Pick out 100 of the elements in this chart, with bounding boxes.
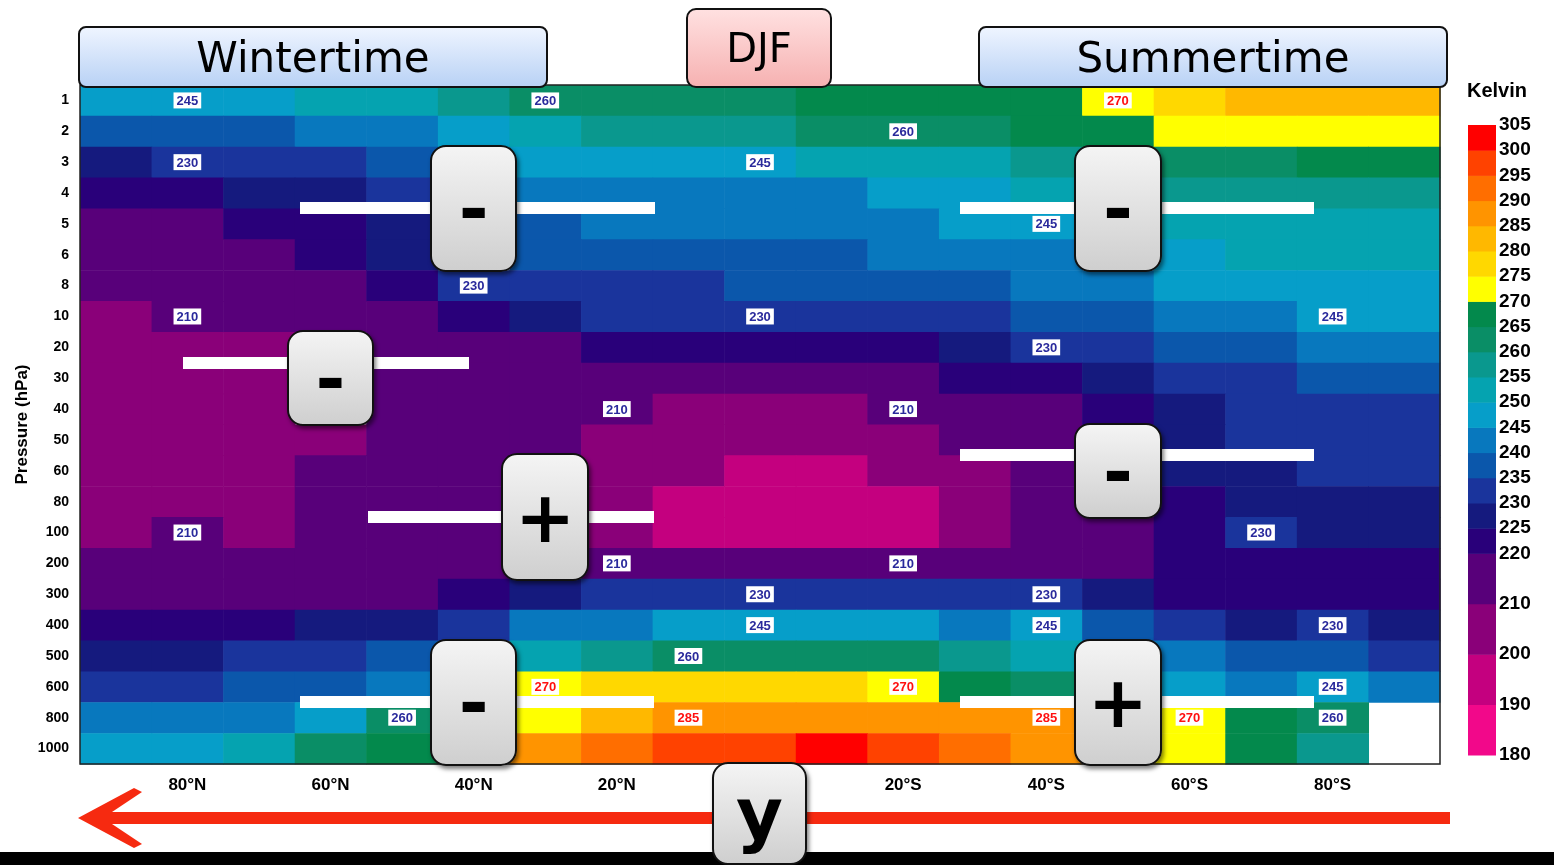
data-label: 285 — [1035, 710, 1058, 726]
data-label: 210 — [605, 401, 628, 417]
x-tick-label: 20°N — [597, 774, 636, 794]
color-bar-label: 240 — [1499, 440, 1531, 462]
data-label: 230 — [462, 278, 485, 294]
y-tick-label: 200 — [45, 554, 70, 571]
x-tick-label: 40°N — [454, 774, 493, 794]
x-tick-label: 80°N — [168, 774, 207, 794]
y-tick-label: 60 — [53, 461, 70, 478]
heading-box: Wintertime — [78, 26, 548, 88]
data-label: 260 — [677, 648, 700, 664]
heading-box: DJF — [686, 8, 832, 88]
color-bar-label: 190 — [1499, 692, 1531, 714]
y-tick-label: 400 — [45, 615, 70, 632]
color-bar-title: Kelvin — [1467, 78, 1528, 101]
y-tick-label: 30 — [53, 369, 70, 386]
color-bar-label: 200 — [1499, 642, 1531, 664]
color-bar-label: 295 — [1499, 163, 1532, 185]
data-label: 210 — [892, 401, 915, 417]
y-tick-label: 1 — [61, 91, 70, 108]
annotation: - — [458, 660, 489, 745]
data-label: 245 — [749, 154, 771, 170]
data-label: 245 — [1035, 617, 1058, 633]
x-tick-label: 60°N — [311, 774, 350, 794]
data-label: 285 — [677, 710, 700, 726]
color-bar-label: 235 — [1499, 466, 1532, 488]
data-label: 230 — [749, 309, 771, 325]
color-bar-label: 250 — [1499, 390, 1531, 412]
x-tick-label: 40°S — [1027, 774, 1065, 794]
data-label: 230 — [749, 586, 771, 602]
data-label: 230 — [1035, 339, 1058, 355]
data-label: 270 — [1107, 93, 1129, 109]
button-box: + — [1074, 638, 1162, 766]
y-tick-label: 600 — [45, 677, 70, 694]
color-bar-label: 230 — [1499, 491, 1531, 513]
color-bar-label: 260 — [1499, 340, 1531, 362]
y-tick-label: 5 — [61, 214, 70, 231]
annotation: - — [1102, 166, 1133, 251]
y-tick-label: 10 — [53, 307, 70, 324]
button-box: - — [429, 638, 518, 766]
data-label: 270 — [892, 679, 915, 695]
color-bar-label: 245 — [1499, 415, 1532, 437]
x-tick-label: 20°S — [884, 774, 922, 794]
y-tick-label: 800 — [45, 708, 70, 725]
y-tick-label: 500 — [45, 646, 70, 663]
color-bar-label: 285 — [1499, 214, 1532, 236]
color-bar-label: 270 — [1499, 289, 1531, 311]
color-bar-label: 220 — [1499, 541, 1531, 563]
button-box: - — [286, 329, 375, 427]
y-tick-label: 80 — [53, 492, 70, 509]
data-label: 260 — [1321, 710, 1344, 726]
button-box: - — [1074, 144, 1162, 273]
y-tick-label: 20 — [53, 338, 70, 355]
data-label: 245 — [1035, 216, 1058, 232]
y-tick-label: 300 — [45, 585, 70, 602]
color-bar-label: 255 — [1499, 365, 1532, 387]
annotation: - — [1102, 428, 1133, 513]
data-label: 260 — [534, 93, 557, 109]
data-label: 230 — [1035, 586, 1058, 602]
data-label: 270 — [1178, 710, 1201, 726]
y-tick-label: 50 — [53, 430, 70, 447]
color-bar-label: 225 — [1499, 516, 1532, 538]
button-box: + — [501, 453, 590, 581]
y-tick-label: 100 — [45, 523, 70, 540]
data-label: 245 — [1321, 309, 1344, 325]
data-label: 270 — [534, 679, 557, 695]
y-tick-label: 1000 — [37, 739, 70, 756]
data-label: 230 — [1321, 617, 1344, 633]
annotation: - — [315, 336, 346, 421]
data-label: 210 — [176, 309, 199, 325]
y-tick-label: 6 — [61, 245, 70, 262]
color-bar-label: 265 — [1499, 314, 1532, 336]
color-bar-label: 290 — [1499, 188, 1531, 210]
color-bar-label: 275 — [1499, 264, 1532, 286]
color-bar-label: 180 — [1499, 743, 1531, 765]
x-tick-label: 60°S — [1170, 774, 1208, 794]
button-box: - — [1074, 422, 1162, 520]
data-label: 230 — [1250, 525, 1272, 541]
y-tick-label: 40 — [53, 399, 70, 416]
annotation: + — [1087, 660, 1149, 745]
button-box: - — [429, 144, 518, 273]
annotation: - — [458, 166, 489, 251]
y-tick-label: 4 — [61, 183, 70, 200]
data-label: 245 — [749, 617, 771, 633]
data-label: 260 — [391, 710, 413, 726]
annotation: + — [515, 475, 576, 560]
y-tick-label: 2 — [61, 122, 70, 139]
data-label: 210 — [605, 555, 628, 571]
color-bar-label: 280 — [1499, 239, 1531, 261]
data-label: 245 — [1321, 679, 1344, 695]
y-tick-label: 8 — [61, 276, 70, 293]
x-tick-label: 80°S — [1314, 774, 1352, 794]
color-bar-label: 300 — [1499, 138, 1531, 160]
data-label: 210 — [176, 525, 199, 541]
y-axis-title: Pressure (hPa) — [11, 364, 31, 485]
color-bar-label: 210 — [1499, 592, 1531, 614]
y-tick-label: 3 — [61, 153, 70, 170]
data-label: 245 — [176, 93, 199, 109]
data-label: 210 — [892, 555, 915, 571]
heading-box: Summertime — [978, 26, 1448, 88]
